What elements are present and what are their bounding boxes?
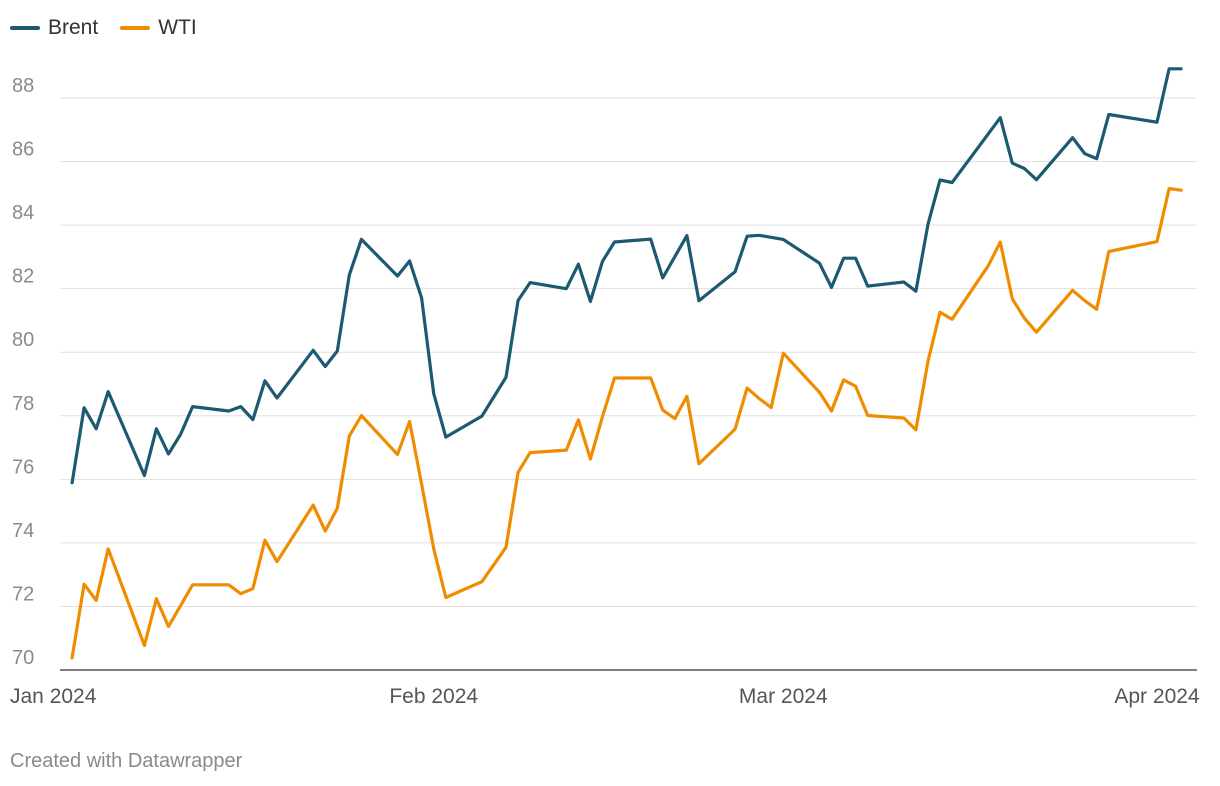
x-tick-label-apr-2024: Apr 2024 bbox=[1114, 685, 1200, 708]
y-tick-label-72: 72 bbox=[12, 583, 34, 605]
y-tick-label-88: 88 bbox=[12, 75, 34, 97]
data-series bbox=[70, 67, 1183, 660]
chart-legend: Brent WTI bbox=[10, 16, 197, 40]
y-tick-label-86: 86 bbox=[12, 139, 34, 161]
x-tick-label-jan-2024: Jan 2024 bbox=[10, 685, 97, 708]
legend-label-wti: WTI bbox=[158, 16, 197, 39]
chart-credit: Created with Datawrapper bbox=[10, 750, 243, 772]
legend-swatch-brent bbox=[10, 26, 40, 30]
y-tick-label-70: 70 bbox=[12, 647, 34, 669]
x-tick-label-mar-2024: Mar 2024 bbox=[739, 685, 828, 708]
y-axis-tick-labels: 70 72 74 76 78 80 82 84 86 88 bbox=[12, 75, 34, 669]
y-tick-label-84: 84 bbox=[12, 202, 34, 224]
y-tick-label-74: 74 bbox=[12, 520, 34, 542]
y-tick-label-80: 80 bbox=[12, 329, 34, 351]
legend-label-brent: Brent bbox=[48, 16, 99, 39]
x-tick-label-feb-2024: Feb 2024 bbox=[389, 685, 478, 708]
legend-swatch-wti bbox=[120, 26, 151, 30]
series-line-wti bbox=[70, 187, 1183, 660]
y-tick-label-76: 76 bbox=[12, 456, 34, 478]
legend-item-wti: WTI bbox=[120, 16, 197, 40]
y-tick-label-82: 82 bbox=[12, 266, 34, 288]
series-line-brent bbox=[70, 67, 1183, 485]
legend-item-brent: Brent bbox=[10, 16, 98, 40]
gridlines bbox=[60, 97, 1197, 671]
x-axis-tick-labels: Jan 2024 Feb 2024 Mar 2024 Apr 2024 bbox=[10, 685, 1200, 708]
y-tick-label-78: 78 bbox=[12, 393, 34, 415]
